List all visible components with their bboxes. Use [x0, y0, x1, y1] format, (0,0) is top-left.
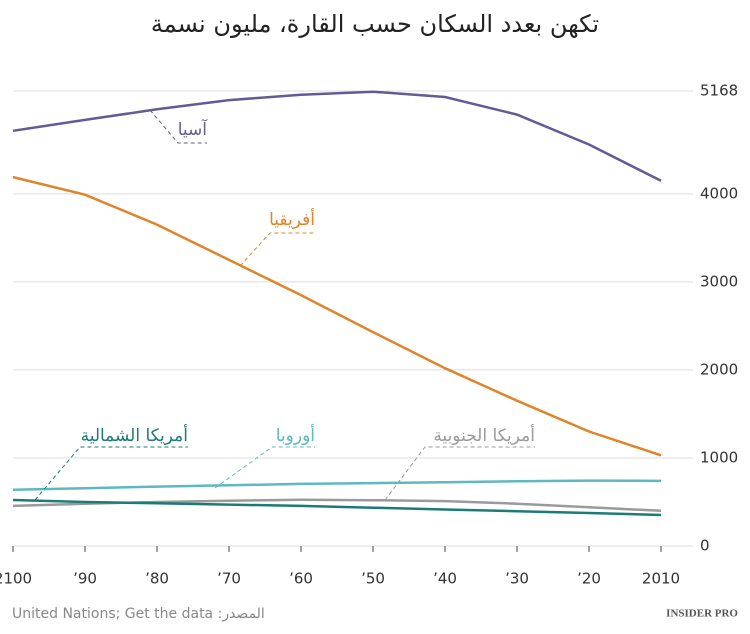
series-line	[12, 498, 662, 517]
series-label: أمريكا الجنوبية	[433, 424, 535, 446]
y-tick-label: 3000	[700, 272, 738, 290]
y-tick-label: 0	[700, 537, 710, 555]
x-tick-label: 2010	[642, 570, 680, 588]
series-label: أوروبا	[276, 424, 315, 446]
series-label: أفريقيا	[269, 208, 315, 230]
x-tick-label: ’40	[433, 570, 457, 588]
series-line	[12, 175, 662, 457]
leader-line	[239, 232, 315, 267]
x-tick-label: ’90	[73, 570, 97, 588]
series-label: أمريكا الشمالية	[81, 424, 188, 446]
x-tick-label: ’80	[145, 570, 169, 588]
source: United Nations; Get the data :المصدر	[12, 606, 265, 622]
leader-line	[384, 446, 535, 501]
x-tick-label: ’50	[361, 570, 385, 588]
leader-line	[34, 446, 188, 501]
x-tick-label: ’70	[217, 570, 241, 588]
x-tick-label: ’60	[289, 570, 313, 588]
series-line	[12, 90, 662, 182]
y-tick-label: 1000	[700, 448, 738, 466]
leader-line	[214, 446, 315, 489]
y-tick-label: 2000	[700, 360, 738, 378]
y-tick-label: 5168	[700, 82, 738, 100]
chart-title: تكهن بعدد السكان حسب القارة، مليون نسمة	[151, 10, 599, 38]
series-line	[12, 479, 662, 491]
y-tick-label: 4000	[700, 184, 738, 202]
x-tick-label: ’20	[577, 570, 601, 588]
logo: INSIDER PRO	[666, 608, 738, 620]
series-label: آسيا	[178, 118, 209, 140]
leader-line	[149, 109, 207, 144]
x-tick-label: ’30	[505, 570, 529, 588]
x-tick-label: 2100	[0, 570, 32, 588]
